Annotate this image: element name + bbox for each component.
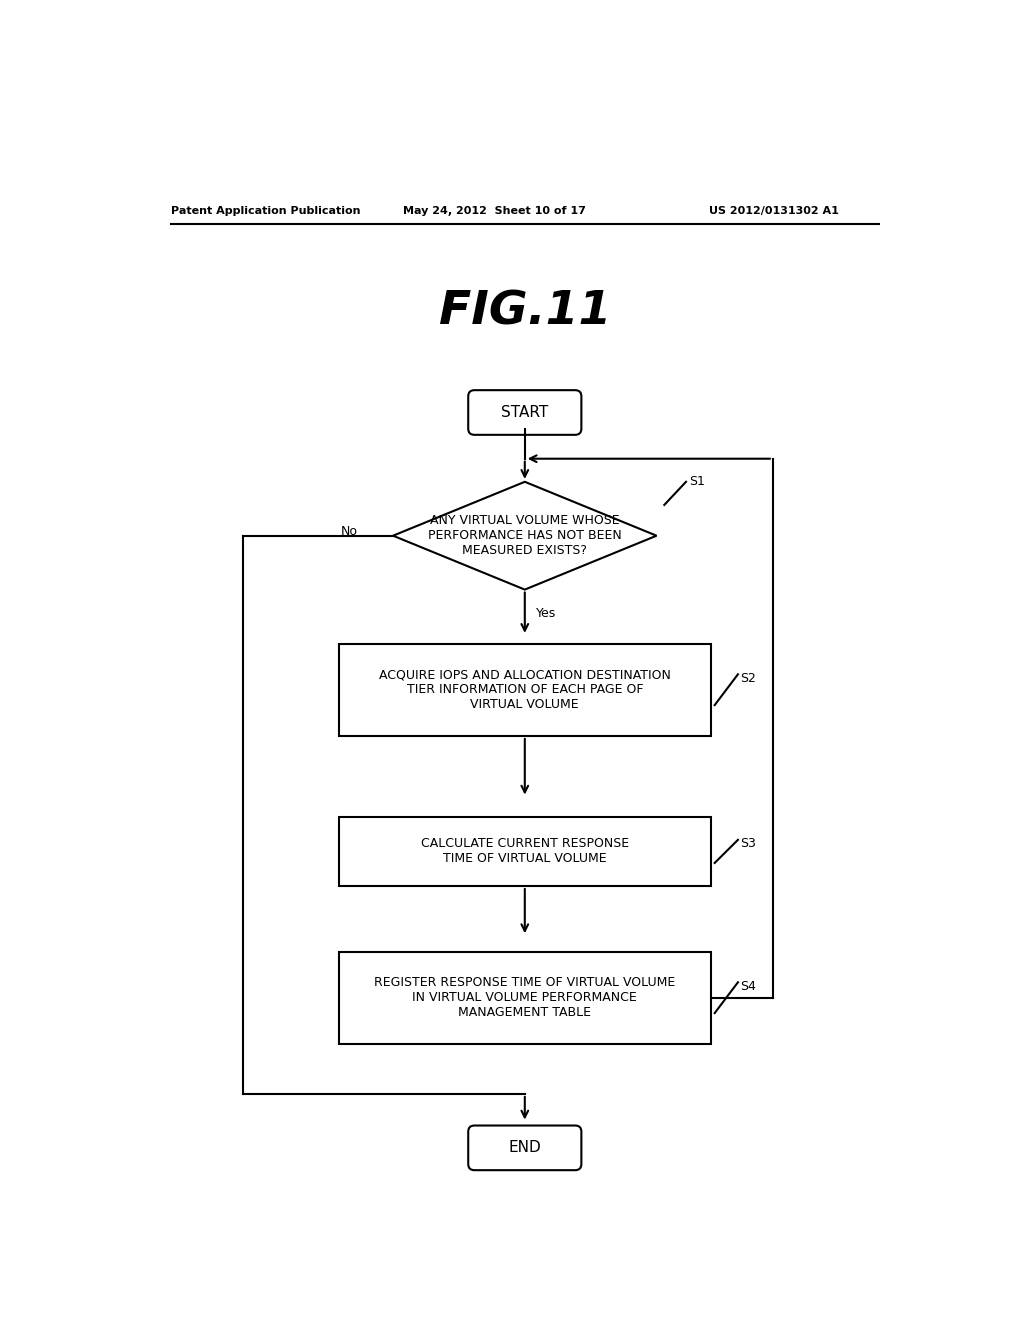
Text: Yes: Yes [537,607,557,619]
Text: END: END [509,1140,541,1155]
Text: US 2012/0131302 A1: US 2012/0131302 A1 [710,206,839,215]
Text: Patent Application Publication: Patent Application Publication [171,206,360,215]
Text: S3: S3 [740,837,756,850]
FancyBboxPatch shape [468,1126,582,1170]
Text: S4: S4 [740,979,756,993]
Text: S2: S2 [740,672,756,685]
Text: S1: S1 [689,475,705,488]
Polygon shape [393,482,656,590]
Text: ANY VIRTUAL VOLUME WHOSE
PERFORMANCE HAS NOT BEEN
MEASURED EXISTS?: ANY VIRTUAL VOLUME WHOSE PERFORMANCE HAS… [428,515,622,557]
FancyBboxPatch shape [468,391,582,434]
Text: May 24, 2012  Sheet 10 of 17: May 24, 2012 Sheet 10 of 17 [403,206,586,215]
Bar [339,817,711,886]
Text: ACQUIRE IOPS AND ALLOCATION DESTINATION
TIER INFORMATION OF EACH PAGE OF
VIRTUAL: ACQUIRE IOPS AND ALLOCATION DESTINATION … [379,668,671,711]
Text: FIG.11: FIG.11 [438,290,611,335]
Text: No: No [341,525,358,539]
Text: START: START [501,405,549,420]
Bar [339,952,711,1044]
Text: REGISTER RESPONSE TIME OF VIRTUAL VOLUME
IN VIRTUAL VOLUME PERFORMANCE
MANAGEMEN: REGISTER RESPONSE TIME OF VIRTUAL VOLUME… [374,977,676,1019]
Text: CALCULATE CURRENT RESPONSE
TIME OF VIRTUAL VOLUME: CALCULATE CURRENT RESPONSE TIME OF VIRTU… [421,837,629,866]
Bar [339,644,711,737]
